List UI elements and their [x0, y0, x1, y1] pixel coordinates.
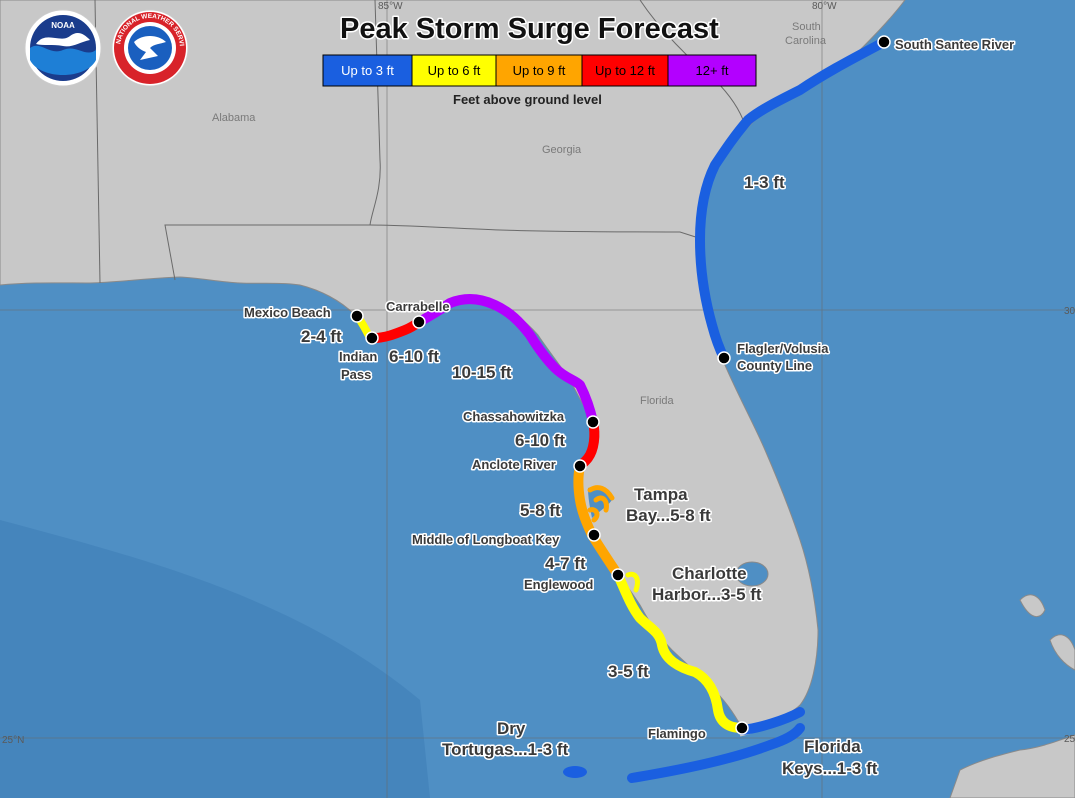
state-label-georgia: Georgia	[542, 144, 582, 156]
surge-label-dry-tortugas-1: Dry	[497, 719, 526, 738]
legend-swatch-2	[495, 54, 583, 87]
label-south-santee: South Santee River	[895, 37, 1014, 52]
lon-85-label: 85°W	[378, 1, 403, 12]
surge-tampa-bay-orange	[587, 485, 615, 523]
point-chassahowitzka[interactable]	[586, 415, 600, 429]
surge-label-longboat-englewood: 4-7 ft	[545, 554, 586, 573]
surge-anclote-longboat-orange	[573, 461, 597, 540]
point-anclote-river[interactable]	[573, 459, 587, 473]
surge-label-anclote-longboat: 5-8 ft	[520, 501, 561, 520]
noaa-logo: NOAA	[24, 9, 102, 87]
label-indian-pass-2: Pass	[341, 367, 371, 382]
surge-label-tampa-1: Tampa	[634, 485, 688, 504]
map-title: Peak Storm Surge Forecast	[340, 13, 719, 45]
lon-80-label: 80°W	[812, 1, 837, 12]
surge-label-atlantic: 1-3 ft	[744, 173, 785, 192]
lake-okeechobee	[735, 561, 769, 587]
legend: Up to 3 ft Up to 6 ft Up to 9 ft Up to 12 f…	[322, 54, 757, 87]
state-label-south-carolina-2: Carolina	[785, 35, 827, 47]
legend-label-1: Up to 6 ft	[428, 63, 481, 78]
point-mexico-beach[interactable]	[350, 309, 364, 323]
legend-label-2: Up to 9 ft	[513, 63, 566, 78]
surge-charlotte-harbor-yellow	[625, 571, 640, 593]
label-flamingo: Flamingo	[648, 726, 706, 741]
state-label-florida: Florida	[640, 395, 675, 407]
surge-label-dry-tortugas-2: Tortugas...1-3 ft	[442, 740, 569, 759]
legend-swatch-3	[581, 54, 669, 87]
noaa-logo-text: NOAA	[51, 21, 75, 30]
legend-swatch-1	[411, 54, 497, 87]
surge-label-mexico-indian: 2-4 ft	[301, 327, 342, 346]
surge-label-keys-1: Florida	[804, 737, 861, 756]
label-carrabelle: Carrabelle	[386, 299, 450, 314]
point-carrabelle[interactable]	[412, 315, 426, 329]
legend-label-4: 12+ ft	[696, 63, 729, 78]
label-flagler-1: Flagler/Volusia	[737, 341, 829, 356]
point-south-santee[interactable]	[877, 35, 891, 49]
label-indian-pass-1: Indian	[339, 349, 377, 364]
point-indian-pass[interactable]	[365, 331, 379, 345]
legend-swatch-4	[667, 54, 757, 87]
state-label-south-carolina-1: South	[792, 21, 821, 33]
label-longboat-key: Middle of Longboat Key	[412, 532, 560, 547]
legend-label-3: Up to 12 ft	[595, 63, 655, 78]
gulf-deep-water	[0, 520, 430, 798]
point-longboat-key[interactable]	[587, 528, 601, 542]
label-anclote-river: Anclote River	[472, 457, 556, 472]
surge-label-chass-anclote: 6-10 ft	[515, 431, 565, 450]
point-flamingo[interactable]	[735, 721, 749, 735]
legend-subtitle: Feet above ground level	[453, 92, 602, 107]
surge-sw-florida-yellow	[613, 570, 747, 733]
surge-atlantic-blue	[695, 37, 889, 363]
legend-label-0: Up to 3 ft	[341, 63, 394, 78]
surge-label-keys-2: Keys...1-3 ft	[782, 759, 878, 778]
label-chassahowitzka: Chassahowitzka	[463, 409, 565, 424]
surge-label-tampa-2: Bay...5-8 ft	[626, 506, 711, 525]
lat-30-right-label: 30	[1064, 306, 1075, 317]
point-englewood[interactable]	[611, 568, 625, 582]
label-mexico-beach: Mexico Beach	[244, 305, 331, 320]
bahamas-islands	[1019, 594, 1075, 671]
point-flagler-volusia[interactable]	[717, 351, 731, 365]
surge-label-charlotte-2: Harbor...3-5 ft	[652, 585, 762, 604]
surge-bigbend-purple	[414, 294, 598, 427]
lat-25-right-label: 25	[1064, 734, 1075, 745]
legend-swatch-0	[322, 54, 413, 87]
label-flagler-2: County Line	[737, 358, 812, 373]
surge-label-charlotte-1: Charlotte	[672, 564, 747, 583]
lat-25-label: 25°N	[2, 735, 24, 746]
forecast-points	[350, 35, 891, 735]
surge-label-big-bend: 10-15 ft	[452, 363, 512, 382]
label-englewood: Englewood	[524, 577, 593, 592]
state-label-alabama: Alabama	[212, 112, 256, 124]
surge-label-indian-carrabelle: 6-10 ft	[389, 347, 439, 366]
surge-label-sw-florida: 3-5 ft	[608, 662, 649, 681]
dry-tortugas-surge	[563, 766, 587, 778]
